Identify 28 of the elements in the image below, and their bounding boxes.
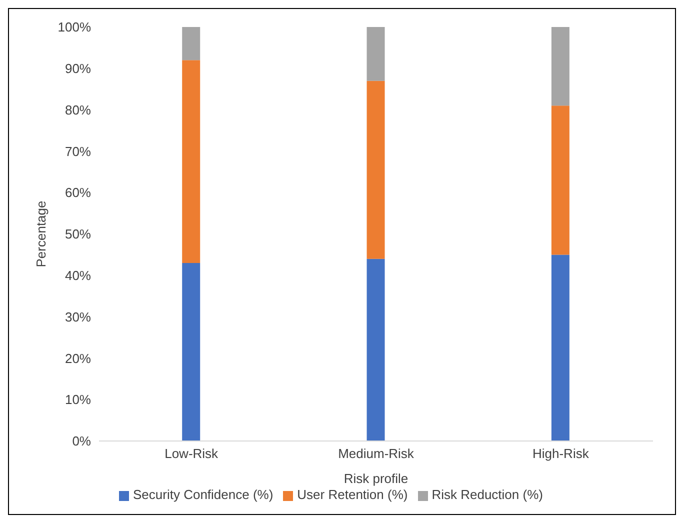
x-tick-label: High-Risk: [532, 446, 590, 462]
bar: [366, 80, 385, 259]
legend-label: User Retention (%): [297, 487, 408, 502]
x-tick-label: Medium-Risk: [338, 446, 414, 462]
y-tick-label: 30%: [64, 309, 92, 324]
x-tick-label: Low-Risk: [164, 446, 219, 462]
bar: [366, 27, 385, 81]
bar: [182, 27, 200, 60]
x-axis-title: Risk profile: [344, 471, 408, 486]
y-tick-label: 10%: [64, 392, 92, 408]
bar: [551, 254, 570, 441]
y-tick-label: 70%: [64, 144, 92, 159]
bar: [182, 60, 200, 263]
y-tick-label: 60%: [64, 185, 92, 200]
y-tick-label: 100%: [58, 20, 92, 35]
y-tick-label: 90%: [64, 61, 92, 76]
bar: [366, 258, 385, 441]
y-tick-label: 0%: [72, 434, 92, 449]
y-tick-label: 40%: [64, 268, 92, 284]
y-tick-label: 20%: [64, 350, 92, 366]
bar: [551, 106, 570, 255]
bar: [182, 262, 200, 441]
y-tick-label: 80%: [64, 102, 92, 118]
legend-label: Risk Reduction (%): [432, 487, 543, 502]
bar: [551, 27, 570, 106]
y-axis-title: Percentage: [34, 200, 49, 268]
y-tick-label: 50%: [64, 226, 92, 242]
legend-label: Security Confidence (%): [133, 487, 274, 502]
